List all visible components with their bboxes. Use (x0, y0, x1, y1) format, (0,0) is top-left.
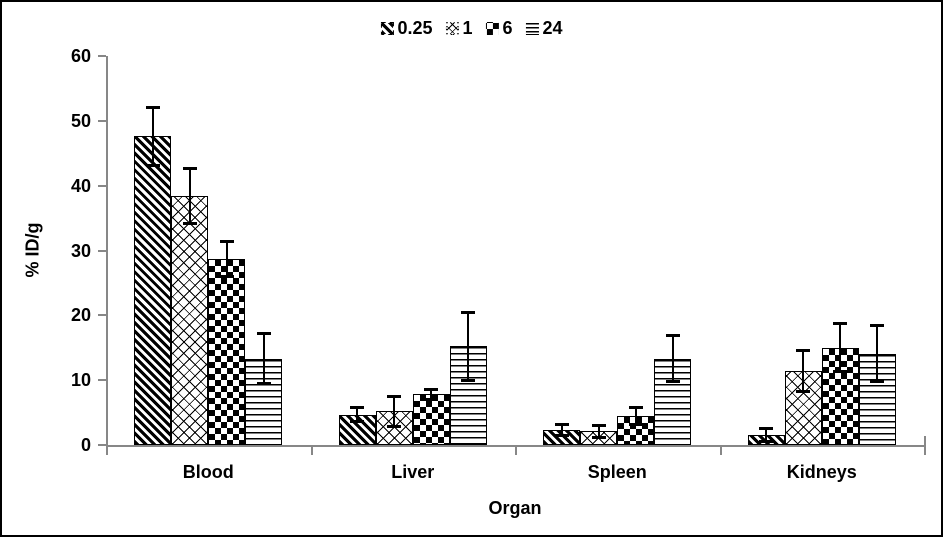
error-bar-cap-bottom (387, 424, 402, 428)
x-axis-tick (106, 447, 108, 455)
error-bar-cap-bottom (350, 419, 365, 423)
bar-blood-1h (171, 196, 209, 445)
error-bar-cap-top (870, 324, 885, 328)
x-axis-line (106, 445, 926, 447)
error-bar-cap-bottom (796, 389, 811, 393)
error-bar-line (634, 406, 637, 425)
error-bar-cap-bottom (833, 370, 848, 374)
error-bar-cap-top (256, 332, 271, 336)
error-bar-line (839, 323, 842, 373)
error-bar-cap-bottom (591, 435, 606, 439)
bar-liver-6h (412, 394, 450, 445)
legend-label: 1 (462, 18, 473, 38)
legend-label: 6 (502, 18, 513, 38)
error-bar-line (597, 424, 600, 438)
x-axis-end-tick (924, 436, 926, 445)
error-bar-cap-top (554, 423, 569, 427)
y-axis-tick (98, 55, 106, 57)
error-bar-cap-top (145, 106, 160, 110)
error-bar-line (671, 335, 674, 383)
error-bar-line (356, 407, 359, 422)
y-axis-tick (98, 119, 106, 122)
bar-blood-0_25h (134, 136, 172, 445)
horizontal-lines-legend-icon (525, 21, 539, 35)
y-axis-line (106, 56, 108, 445)
error-bar-line (802, 350, 805, 392)
category-label-spleen: Spleen (587, 462, 647, 482)
x-axis-tick (310, 447, 313, 455)
error-bar-cap-top (665, 334, 680, 338)
diagonal-lattice-legend-icon (445, 22, 458, 35)
error-bar-cap-bottom (424, 398, 439, 402)
x-axis-tick (719, 447, 722, 455)
error-bar-line (262, 333, 265, 385)
bar-liver-0_25h (338, 414, 376, 445)
legend-item-1: 1 (445, 18, 473, 38)
error-bar-cap-top (833, 322, 848, 326)
y-axis-tick (98, 314, 106, 317)
error-bar-cap-top (387, 394, 402, 398)
error-bar-line (430, 388, 433, 401)
error-bar-cap-bottom (145, 163, 160, 167)
bar-spleen-24h (654, 358, 692, 445)
error-bar-line (393, 395, 396, 427)
x-axis-title: Organ (488, 498, 542, 518)
x-axis-tick (924, 447, 926, 455)
x-axis-tick (515, 447, 517, 455)
error-bar-cap-bottom (870, 380, 885, 384)
y-axis-tick (98, 184, 106, 187)
chart-legend: 0.25 1 6 24 (380, 18, 563, 38)
error-bar-line (560, 424, 563, 436)
y-tick-label: 0 (80, 435, 91, 455)
error-bar-line (467, 312, 470, 381)
error-bar-cap-top (350, 406, 365, 410)
error-bar-line (876, 325, 879, 383)
error-bar-cap-top (182, 167, 197, 171)
error-bar-cap-top (424, 387, 439, 391)
y-tick-label: 40 (70, 175, 91, 196)
error-bar-cap-top (759, 427, 774, 431)
error-bar-cap-bottom (628, 422, 643, 426)
error-bar-line (225, 240, 228, 278)
error-bar-cap-top (461, 311, 476, 315)
error-bar-cap-top (796, 349, 811, 353)
error-bar-cap-bottom (665, 380, 680, 384)
error-bar-cap-top (591, 423, 606, 427)
legend-item-24: 24 (525, 18, 563, 38)
y-axis-tick (98, 379, 106, 382)
legend-item-6: 6 (486, 19, 513, 37)
error-bar-cap-bottom (554, 433, 569, 437)
legend-label: 24 (542, 18, 563, 38)
y-tick-label: 10 (70, 370, 91, 391)
y-tick-label: 60 (70, 46, 91, 66)
y-tick-label: 30 (70, 240, 91, 261)
legend-item-0_25: 0.25 (380, 19, 432, 37)
y-axis-tick (98, 249, 106, 252)
diagonal-stripes-legend-icon (380, 21, 394, 35)
category-label-blood: Blood (182, 462, 234, 482)
error-bar-cap-bottom (219, 275, 234, 279)
y-tick-label: 20 (70, 305, 91, 326)
error-bar-cap-bottom (182, 221, 197, 225)
bar-blood-6h (208, 258, 246, 445)
error-bar-line (151, 107, 154, 166)
error-bar-line (188, 168, 191, 224)
checkerboard-legend-icon (486, 22, 499, 35)
error-bar-cap-bottom (461, 378, 476, 382)
error-bar-cap-bottom (759, 440, 774, 444)
category-label-liver: Liver (391, 462, 435, 482)
y-tick-label: 50 (70, 110, 91, 131)
error-bar-cap-bottom (256, 382, 271, 386)
category-label-kidneys: Kidneys (786, 462, 857, 482)
y-axis-tick (98, 444, 106, 446)
error-bar-line (765, 428, 768, 443)
error-bar-cap-top (219, 239, 234, 243)
legend-label: 0.25 (397, 18, 433, 38)
error-bar-cap-top (628, 405, 643, 409)
